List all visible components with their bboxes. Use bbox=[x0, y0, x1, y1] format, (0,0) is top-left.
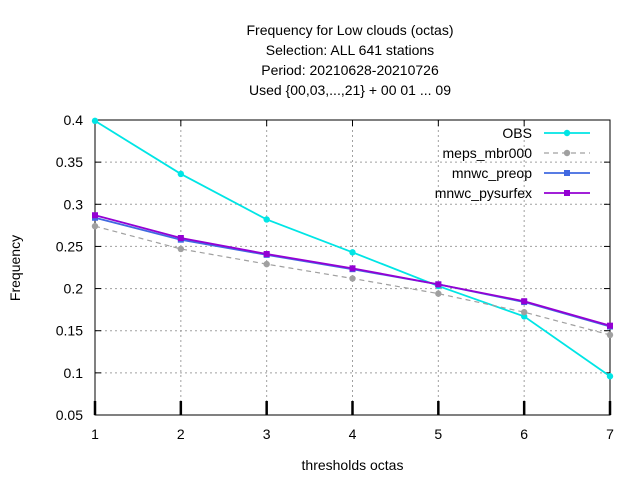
data-point-OBS bbox=[263, 216, 270, 223]
x-tick-label: 1 bbox=[91, 426, 99, 442]
data-point-mnwc_pysurfex bbox=[607, 322, 613, 329]
legend-marker bbox=[564, 170, 570, 176]
x-tick-label: 6 bbox=[520, 426, 528, 442]
y-tick-label: 0.05 bbox=[56, 407, 83, 423]
series-line-OBS bbox=[94, 120, 611, 377]
y-tick-label: 0.4 bbox=[64, 112, 84, 128]
data-point-OBS bbox=[606, 373, 614, 380]
x-axis-label: thresholds octas bbox=[302, 457, 404, 473]
legend: OBS meps_mbr000 mnwc_preop mnwc_pysurfex bbox=[435, 125, 590, 201]
x-tick-label: 7 bbox=[606, 426, 614, 442]
y-tick-label: 0.15 bbox=[56, 323, 83, 339]
data-point-mnwc_pysurfex bbox=[521, 298, 528, 305]
title-line: Period: 20210628-20210726 bbox=[261, 62, 439, 78]
data-point-meps_mbr000 bbox=[606, 331, 614, 339]
legend-label: meps_mbr000 bbox=[443, 145, 533, 161]
data-point-meps_mbr000 bbox=[520, 308, 528, 316]
legend-marker bbox=[563, 129, 571, 137]
data-point-OBS bbox=[91, 117, 99, 125]
x-tick-label: 5 bbox=[434, 426, 442, 442]
data-point-meps_mbr000 bbox=[349, 275, 356, 282]
legend-label: mnwc_preop bbox=[452, 165, 532, 181]
data-point-mnwc_pysurfex bbox=[263, 251, 270, 258]
data-point-OBS bbox=[177, 170, 185, 178]
data-point-meps_mbr000 bbox=[263, 260, 270, 268]
series-lines bbox=[91, 117, 614, 380]
y-tick-label: 0.25 bbox=[56, 238, 83, 254]
y-axis-label: Frequency bbox=[7, 235, 23, 301]
data-point-mnwc_pysurfex bbox=[349, 265, 356, 272]
x-tick-label: 3 bbox=[263, 426, 271, 442]
data-point-mnwc_pysurfex bbox=[435, 281, 442, 288]
data-point-meps_mbr000 bbox=[91, 223, 99, 230]
title-line: Selection: ALL 641 stations bbox=[266, 42, 434, 58]
y-tick-label: 0.3 bbox=[64, 196, 84, 212]
data-point-meps_mbr000 bbox=[177, 245, 185, 253]
axis-ticks: 1 2 3 4 5 6 7 0.05 0.1 0.15 0.2 0.25 0.3 0.35 0.4 bbox=[56, 112, 614, 442]
y-tick-label: 0.2 bbox=[64, 281, 84, 297]
data-point-meps_mbr000 bbox=[435, 290, 442, 297]
title-line: Frequency for Low clouds (octas) bbox=[247, 22, 454, 38]
legend-marker bbox=[563, 149, 571, 157]
y-tick-label: 0.35 bbox=[56, 154, 83, 170]
y-tick-label: 0.1 bbox=[64, 365, 84, 381]
x-tick-label: 4 bbox=[349, 426, 357, 442]
legend-marker bbox=[564, 190, 570, 196]
data-point-mnwc_pysurfex bbox=[92, 212, 98, 219]
chart-title: Frequency for Low clouds (octas) Selectio… bbox=[247, 22, 454, 98]
legend-label: OBS bbox=[502, 125, 532, 141]
data-point-OBS bbox=[349, 249, 356, 256]
title-line: Used {00,03,...,21} + 00 01 ... 09 bbox=[249, 82, 451, 98]
data-point-mnwc_pysurfex bbox=[177, 235, 184, 241]
x-tick-label: 2 bbox=[177, 426, 185, 442]
legend-label: mnwc_pysurfex bbox=[435, 185, 532, 201]
grid bbox=[95, 120, 610, 415]
